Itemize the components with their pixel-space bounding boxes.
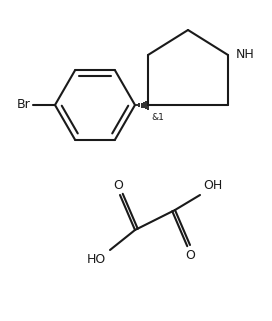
Text: Br: Br (17, 99, 31, 111)
Text: NH: NH (236, 48, 255, 62)
Text: OH: OH (203, 179, 222, 192)
Text: &1: &1 (151, 113, 164, 122)
Text: O: O (113, 179, 123, 192)
Text: HO: HO (87, 253, 106, 266)
Text: O: O (185, 249, 195, 262)
